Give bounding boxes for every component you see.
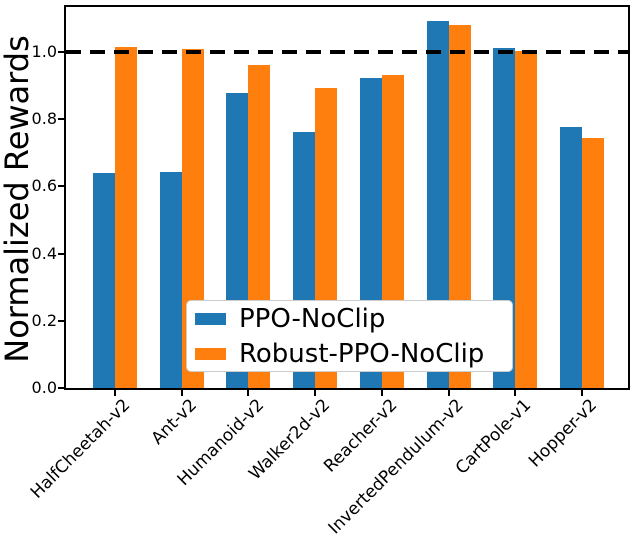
bar-ppo-noclip-ant-v2 (159, 172, 182, 388)
y-tick (58, 185, 64, 188)
bar-robust-ppo-noclip-cartpole-v1 (515, 50, 538, 388)
bar-ppo-noclip-hopper-v2 (560, 127, 582, 388)
y-tick-label-0-6: 0.6 (31, 176, 57, 196)
y-tick-label-0-2: 0.2 (31, 310, 57, 330)
x-tick (581, 390, 583, 396)
y-tick-label-0-0: 0.0 (31, 378, 57, 397)
legend: PPO-NoClip Robust-PPO-NoClip (186, 300, 513, 372)
x-tick (514, 390, 517, 396)
bar-ppo-noclip-halfcheetah-v2 (93, 173, 115, 388)
x-tick (180, 390, 183, 396)
x-tick (247, 390, 250, 396)
y-tick (58, 51, 64, 53)
y-tick (58, 118, 64, 121)
x-tick-label-invertedpendulum-v2: InvertedPendulum-v2 (325, 395, 469, 539)
y-tick (58, 252, 64, 255)
legend-item-robust-ppo-noclip: Robust-PPO-NoClip (195, 340, 512, 368)
legend-label: Robust-PPO-NoClip (239, 338, 485, 369)
bar-robust-ppo-noclip-halfcheetah-v2 (115, 46, 137, 388)
x-tick (114, 390, 116, 396)
y-tick-label-1-0: 1.0 (31, 42, 57, 61)
x-tick-label-ant-v2: Ant-v2 (147, 395, 202, 449)
legend-swatch-blue (195, 312, 226, 325)
legend-label: PPO-NoClip (239, 303, 386, 334)
legend-swatch-orange (195, 347, 226, 360)
bar-robust-ppo-noclip-invertedpendulum-v2 (448, 25, 471, 388)
x-tick (314, 390, 317, 396)
dashed-reference-line (66, 50, 628, 54)
bar-robust-ppo-noclip-hopper-v2 (582, 138, 604, 388)
x-tick (380, 390, 383, 396)
bar-ppo-noclip-invertedpendulum-v2 (426, 20, 449, 388)
x-tick-label-halfcheetah-v2: HalfCheetah-v2 (27, 395, 135, 503)
x-tick-label-hopper-v2: Hopper-v2 (525, 395, 602, 472)
y-tick-label-0-8: 0.8 (31, 109, 57, 129)
y-tick-label-0-4: 0.4 (31, 243, 57, 263)
y-tick (58, 387, 64, 389)
legend-item-ppo-noclip: PPO-NoClip (195, 305, 512, 333)
x-tick (447, 390, 450, 396)
y-tick (58, 319, 64, 322)
